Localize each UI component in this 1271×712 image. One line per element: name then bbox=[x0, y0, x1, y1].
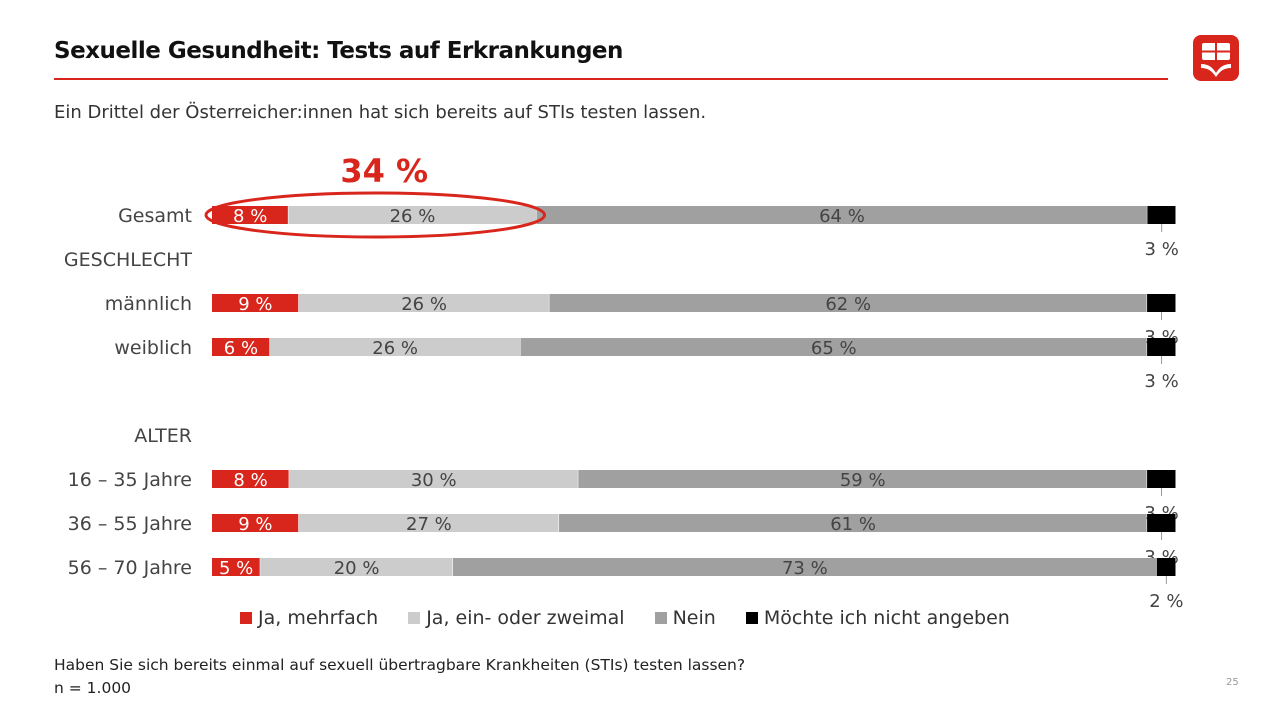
legend-label: Nein bbox=[672, 607, 716, 629]
chart-subtitle: Ein Drittel der Österreicher:innen hat s… bbox=[54, 102, 707, 123]
data-label: 62 % bbox=[825, 294, 871, 315]
data-label: 6 % bbox=[224, 338, 258, 359]
legend-label: Möchte ich nicht angeben bbox=[763, 607, 1010, 629]
bar-segment bbox=[536, 206, 1147, 224]
data-label: 73 % bbox=[782, 558, 828, 579]
bar-segment bbox=[549, 294, 1147, 312]
legend-item: Nein bbox=[654, 607, 716, 629]
category-label: Gesamt bbox=[118, 205, 192, 227]
bar-segment bbox=[520, 338, 1147, 356]
bar-segment bbox=[559, 514, 1147, 532]
legend-label: Ja, mehrfach bbox=[258, 607, 379, 629]
chart-legend: Ja, mehrfach Ja, ein- oder zweimal Nein Möc… bbox=[240, 607, 1040, 629]
legend-swatch bbox=[240, 612, 252, 624]
data-label: 9 % bbox=[238, 514, 272, 535]
bar-segment bbox=[578, 470, 1147, 488]
highlight-label: 34 % bbox=[340, 152, 428, 190]
data-label: 5 % bbox=[219, 558, 253, 579]
bar-segment bbox=[1156, 558, 1176, 576]
legend-swatch bbox=[654, 612, 667, 624]
bar-segment bbox=[298, 294, 549, 312]
legend-item: Ja, ein- oder zweimal bbox=[408, 607, 625, 629]
highlight-ellipse bbox=[204, 191, 547, 239]
group-label: GESCHLECHT bbox=[64, 249, 192, 271]
bar-segment bbox=[1147, 206, 1176, 224]
data-label: 26 % bbox=[390, 206, 436, 227]
legend-label: Ja, ein- oder zweimal bbox=[426, 607, 625, 629]
category-label: männlich bbox=[105, 293, 192, 315]
bar-segment bbox=[212, 206, 288, 224]
bar-segment bbox=[1147, 514, 1176, 532]
data-label: 27 % bbox=[406, 514, 452, 535]
data-label: 9 % bbox=[238, 294, 272, 315]
page-title: Sexuelle Gesundheit: Tests auf Erkrankun… bbox=[54, 38, 623, 64]
data-label: 3 % bbox=[1145, 239, 1179, 260]
bar-segment bbox=[269, 338, 520, 356]
data-label: 26 % bbox=[372, 338, 418, 359]
bar-segment bbox=[288, 206, 537, 224]
bar-segment bbox=[212, 514, 299, 532]
bar-segment bbox=[1147, 338, 1176, 356]
data-label: 65 % bbox=[811, 338, 857, 359]
legend-swatch bbox=[408, 612, 421, 624]
title-divider bbox=[54, 78, 1168, 80]
legend-item: Ja, mehrfach bbox=[240, 607, 378, 629]
data-label: 64 % bbox=[819, 206, 865, 227]
bar-segment bbox=[1147, 470, 1176, 488]
data-label: 59 % bbox=[840, 470, 886, 491]
bar-segment bbox=[298, 514, 559, 532]
data-label: 30 % bbox=[411, 470, 457, 491]
bar-segment bbox=[212, 470, 289, 488]
data-label: 61 % bbox=[830, 514, 876, 535]
brand-logo-icon bbox=[1193, 35, 1239, 81]
category-label: 36 – 55 Jahre bbox=[68, 513, 192, 535]
category-label: weiblich bbox=[114, 337, 192, 359]
data-label: 3 % bbox=[1144, 371, 1178, 392]
page-number: 25 bbox=[1226, 677, 1239, 688]
group-label: ALTER bbox=[134, 425, 192, 447]
bar-segment bbox=[1147, 294, 1176, 312]
legend-swatch bbox=[745, 612, 758, 624]
data-label: 8 % bbox=[233, 206, 267, 227]
data-label: 8 % bbox=[233, 470, 267, 491]
data-label: 20 % bbox=[334, 558, 380, 579]
bar-segment bbox=[212, 338, 270, 356]
bar-segment bbox=[289, 470, 578, 488]
sample-size: n = 1.000 bbox=[54, 679, 132, 697]
data-label: 26 % bbox=[401, 294, 447, 315]
survey-question: Haben Sie sich bereits einmal auf sexuel… bbox=[54, 656, 746, 674]
data-label: 2 % bbox=[1149, 591, 1183, 612]
bar-segment bbox=[453, 558, 1157, 576]
category-label: 16 – 35 Jahre bbox=[68, 469, 192, 491]
legend-item: Möchte ich nicht angeben bbox=[745, 607, 1010, 629]
bar-segment bbox=[260, 558, 453, 576]
bar-segment bbox=[212, 558, 260, 576]
bar-segment bbox=[212, 294, 299, 312]
category-label: 56 – 70 Jahre bbox=[68, 557, 192, 579]
